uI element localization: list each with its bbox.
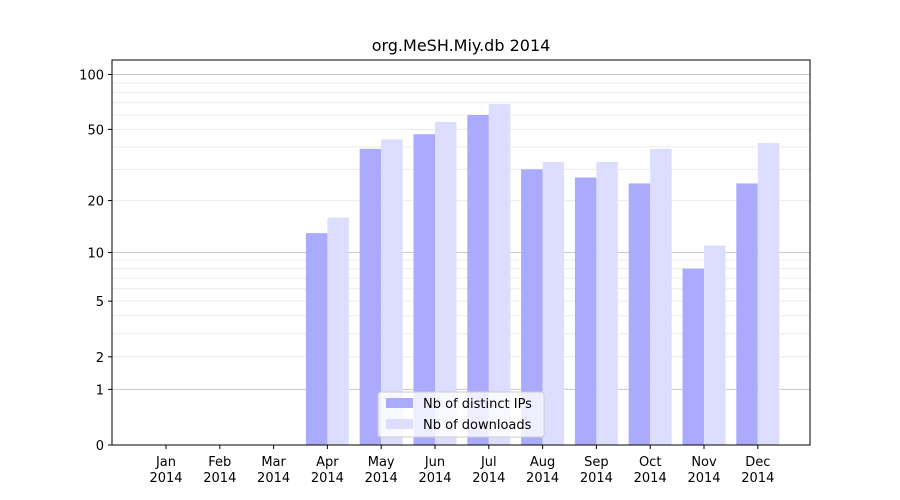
bar-ips: [413, 134, 435, 445]
x-tick-label: Mar 2014: [257, 455, 290, 486]
legend-swatch-downloads: [386, 419, 413, 429]
bar-ips: [628, 183, 651, 445]
bar-downloads: [542, 161, 565, 445]
bar-downloads: [488, 103, 511, 446]
x-tick-label: Nov 2014: [687, 455, 720, 486]
x-tick-label: Feb 2014: [203, 455, 236, 486]
x-tick-label: Aug 2014: [526, 455, 559, 486]
x-tick-label: Jul 2014: [472, 455, 505, 486]
bar-ips: [736, 183, 758, 445]
x-tick-label: Dec 2014: [741, 455, 774, 486]
bars: [305, 103, 780, 446]
y-tick-label: 2: [96, 351, 104, 366]
y-tick-label: 100: [79, 69, 104, 84]
y-tick-label: 50: [87, 123, 104, 138]
bar-downloads: [435, 121, 457, 445]
bar-ips: [305, 233, 328, 445]
y-tick-label: 20: [87, 195, 104, 210]
x-tick-label: May 2014: [365, 455, 398, 486]
y-tick-label: 0: [96, 439, 104, 454]
x-tick-label: Apr 2014: [311, 455, 344, 486]
bar-ips: [574, 177, 597, 445]
bar-downloads: [596, 161, 618, 445]
x-tick-label: Oct 2014: [634, 455, 667, 486]
x-tick-label: Jan 2014: [149, 455, 182, 486]
bar-ips: [359, 148, 382, 445]
legend-swatch-ips: [386, 398, 413, 408]
bar-downloads: [704, 245, 726, 445]
bar-downloads: [327, 217, 349, 445]
bar-downloads: [381, 139, 403, 445]
bar-ips: [467, 114, 489, 445]
y-axis: 0 1 2 5 10 20 50 100: [79, 69, 112, 454]
bar-downloads: [650, 148, 672, 445]
bar-ips: [521, 169, 543, 445]
x-tick-label: Sep 2014: [580, 455, 613, 486]
grid-lines: [112, 74, 810, 390]
chart-title: org.MeSH.Miy.db 2014: [372, 36, 551, 55]
legend: Nb of distinct IPs Nb of downloads: [377, 391, 545, 438]
legend-frame: [377, 391, 545, 438]
legend-label-ips: Nb of distinct IPs: [423, 397, 532, 412]
bar-ips: [682, 268, 704, 445]
y-tick-label: 5: [96, 295, 104, 310]
bar-downloads: [757, 143, 780, 446]
x-axis: Jan 2014 Feb 2014 Mar 2014 Apr 2014 May 2014 Jun 20…: [149, 445, 774, 486]
y-tick-label: 1: [96, 383, 104, 398]
legend-label-downloads: Nb of downloads: [423, 418, 532, 433]
y-tick-label: 10: [87, 247, 104, 262]
x-tick-label: Jun 2014: [418, 455, 451, 486]
